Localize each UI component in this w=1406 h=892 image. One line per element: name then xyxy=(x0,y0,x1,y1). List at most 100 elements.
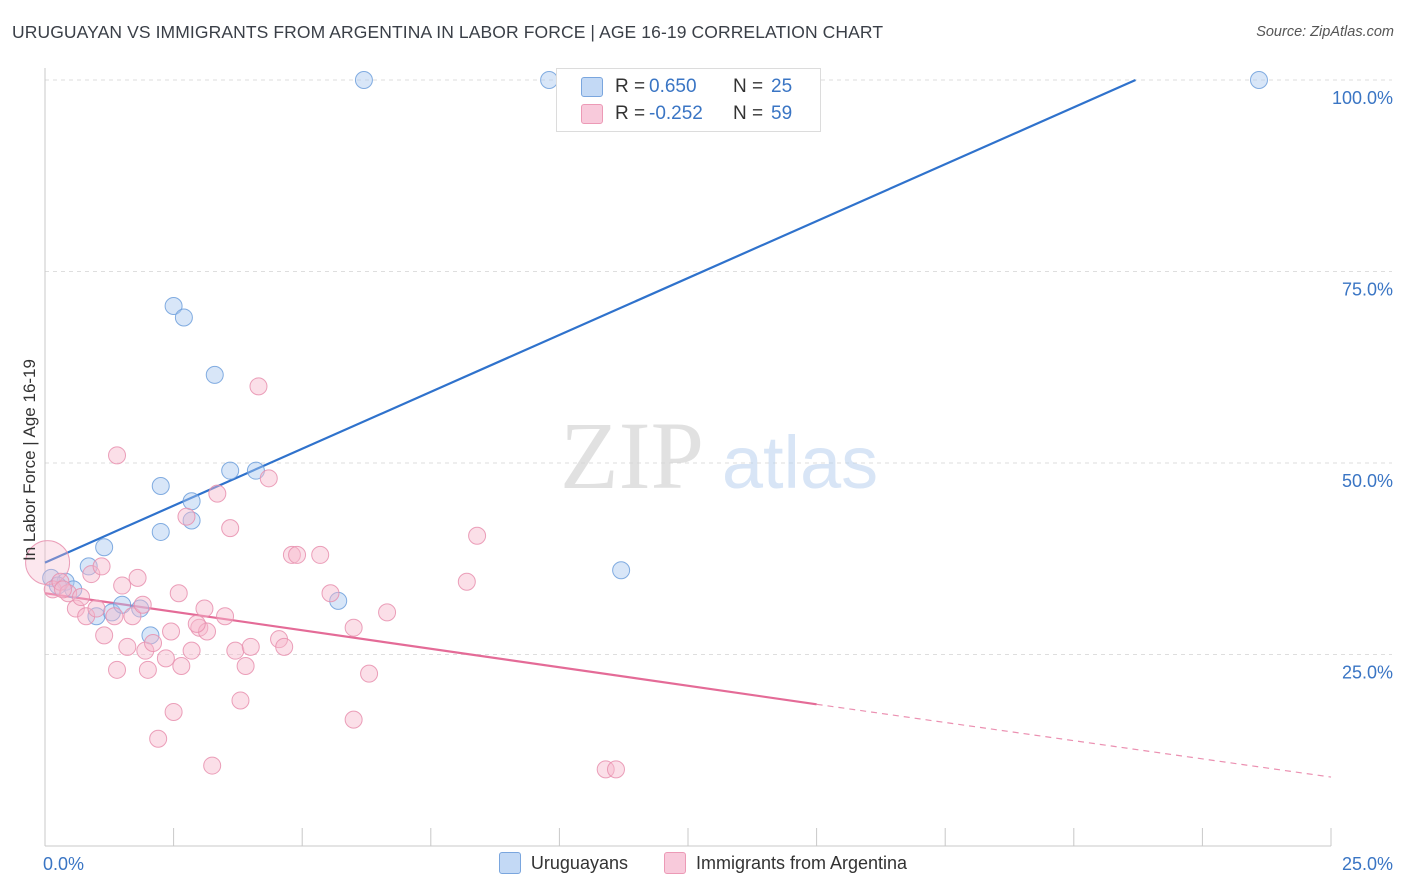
legend-n-value-uruguayans: 25 xyxy=(771,76,793,97)
legend-r-label: R = xyxy=(615,103,646,124)
point-argentina xyxy=(275,637,294,656)
trend-line xyxy=(44,592,817,706)
point-argentina xyxy=(164,702,183,721)
point-argentina xyxy=(92,557,111,576)
point-uruguayans xyxy=(151,522,170,541)
point-uruguayans xyxy=(151,476,170,495)
legend-r-value-uruguayans: 0.650 xyxy=(649,76,697,97)
point-argentina xyxy=(82,565,101,584)
point-argentina xyxy=(105,607,124,626)
point-argentina xyxy=(172,656,191,675)
point-uruguayans xyxy=(329,591,348,610)
trend-lines xyxy=(44,78,1332,778)
point-uruguayans xyxy=(354,71,373,89)
x-tick-label: 25.0% xyxy=(1342,854,1393,874)
point-uruguayans xyxy=(612,561,631,580)
point-argentina xyxy=(321,584,340,603)
point-argentina xyxy=(226,641,245,660)
legend-r-label: R = xyxy=(615,76,646,97)
point-argentina xyxy=(203,756,222,775)
point-argentina xyxy=(118,637,137,656)
point-uruguayans xyxy=(1249,71,1268,89)
point-argentina xyxy=(606,760,625,779)
point-argentina xyxy=(77,607,96,626)
tick-labels: 100.0% 75.0% 50.0% 25.0% 0.0% 25.0% xyxy=(43,88,1393,874)
legend-label-argentina: Immigrants from Argentina xyxy=(695,852,908,873)
point-uruguayans xyxy=(182,492,201,511)
legend-row-argentina: R = -0.252 N = 59 xyxy=(581,102,792,126)
point-argentina xyxy=(43,580,62,599)
point-uruguayans xyxy=(221,461,240,480)
legend-item-uruguayans: Uruguayans xyxy=(498,852,628,874)
point-argentina xyxy=(66,599,85,618)
point-argentina xyxy=(259,469,278,488)
point-argentina xyxy=(128,568,147,587)
y-tick-label: 75.0% xyxy=(1342,280,1393,300)
legend-swatch-argentina xyxy=(581,104,603,124)
point-argentina xyxy=(113,576,132,595)
point-argentina xyxy=(457,572,476,591)
point-argentina xyxy=(108,446,127,465)
point-argentina xyxy=(344,618,363,637)
trend-line-extension xyxy=(816,703,1332,778)
legend-label-uruguayans: Uruguayans xyxy=(530,852,628,873)
point-argentina xyxy=(108,660,127,679)
x-tick-label: 0.0% xyxy=(43,854,84,874)
point-argentina xyxy=(311,545,330,564)
point-argentina xyxy=(144,634,163,653)
point-argentina xyxy=(236,656,255,675)
point-argentina xyxy=(596,760,615,779)
point-argentina xyxy=(169,584,188,603)
y-tick-label: 50.0% xyxy=(1342,471,1393,491)
point-argentina xyxy=(87,599,106,618)
point-argentina xyxy=(138,660,157,679)
axes xyxy=(44,68,1332,847)
series-legend: Uruguayans Immigrants from Argentina xyxy=(0,852,1406,874)
point-uruguayans xyxy=(42,568,61,587)
point-argentina xyxy=(249,377,268,396)
point-uruguayans xyxy=(164,296,183,315)
point-argentina xyxy=(182,641,201,660)
point-uruguayans xyxy=(174,308,193,327)
legend-row-uruguayans: R = 0.650 N = 25 xyxy=(581,75,792,99)
point-argentina xyxy=(95,626,114,645)
legend-swatch-argentina xyxy=(663,852,686,874)
legend-r-value-argentina: -0.252 xyxy=(649,103,703,124)
y-tick-label: 100.0% xyxy=(1332,88,1393,108)
point-argentina xyxy=(187,614,206,633)
legend-swatch-uruguayans xyxy=(498,852,521,874)
point-argentina xyxy=(288,545,307,564)
legend-swatch-uruguayans xyxy=(581,77,603,97)
point-argentina xyxy=(360,664,379,683)
point-argentina xyxy=(221,519,240,538)
watermark-atlas: atlas xyxy=(722,421,878,504)
grid-lines xyxy=(45,79,1392,655)
point-uruguayans xyxy=(87,607,106,626)
point-argentina xyxy=(156,649,175,668)
point-uruguayans xyxy=(205,365,224,384)
trend-line xyxy=(44,78,1136,564)
point-argentina xyxy=(123,607,142,626)
point-argentina xyxy=(241,637,260,656)
point-argentina xyxy=(208,484,227,503)
data-points xyxy=(25,71,1268,779)
y-axis-label: In Labor Force | Age 16-19 xyxy=(20,359,39,561)
point-argentina xyxy=(282,545,301,564)
point-argentina xyxy=(54,580,73,599)
point-argentina xyxy=(72,588,91,607)
source-label: Source: ZipAtlas.com xyxy=(1256,24,1394,40)
chart-title: URUGUAYAN VS IMMIGRANTS FROM ARGENTINA I… xyxy=(12,22,884,42)
point-argentina xyxy=(378,603,397,622)
point-uruguayans xyxy=(95,538,114,557)
point-argentina xyxy=(344,710,363,729)
legend-n-value-argentina: 59 xyxy=(771,103,793,124)
correlation-legend: R = 0.650 N = 25 R = -0.252 N = 59 xyxy=(556,68,821,132)
point-argentina xyxy=(216,607,235,626)
point-argentina xyxy=(133,595,152,614)
point-argentina xyxy=(468,526,487,545)
point-argentina xyxy=(177,507,196,526)
point-argentina xyxy=(149,729,168,748)
watermark-zip: ZIP xyxy=(560,402,704,509)
point-argentina xyxy=(162,622,181,641)
